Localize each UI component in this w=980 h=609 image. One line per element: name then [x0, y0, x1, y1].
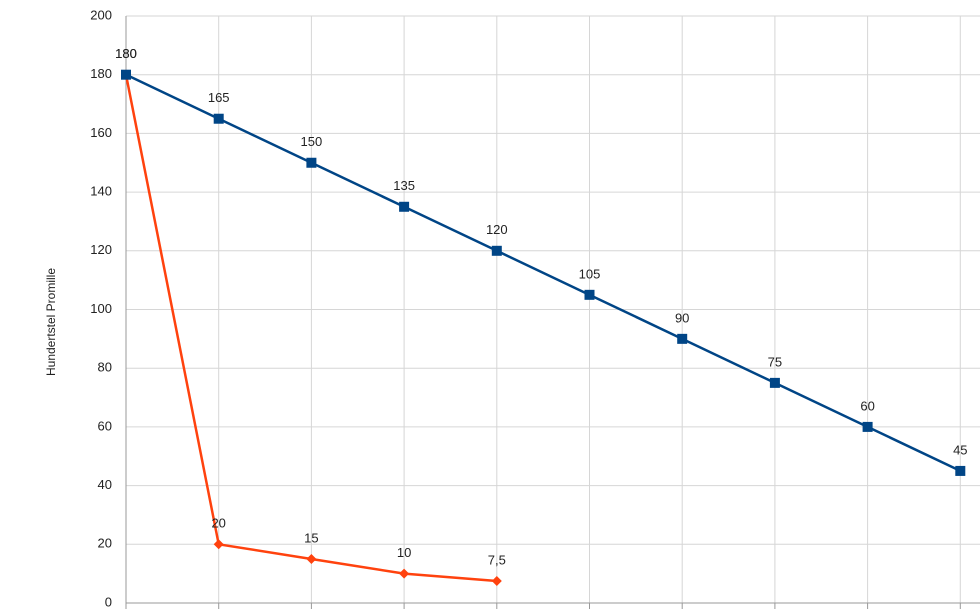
y-tick-label: 140	[90, 184, 112, 199]
y-tick-label: 40	[98, 477, 112, 492]
marker	[955, 465, 966, 476]
y-tick-label: 0	[105, 594, 112, 609]
marker	[491, 575, 502, 586]
marker	[213, 113, 224, 124]
y-tick-label: 160	[90, 125, 112, 140]
marker	[213, 539, 224, 550]
marker	[399, 568, 410, 579]
data-label: 120	[486, 222, 508, 237]
series-line	[125, 73, 961, 473]
data-label: 45	[953, 442, 967, 457]
data-label: 75	[768, 354, 782, 369]
data-label: 165	[208, 90, 230, 105]
data-label: 10	[397, 545, 411, 560]
data-label: 20	[211, 516, 225, 531]
data-label: 15	[304, 530, 318, 545]
y-tick-label: 80	[98, 360, 112, 375]
y-tick-label: 100	[90, 301, 112, 316]
marker	[399, 201, 410, 212]
y-tick-label: 20	[98, 536, 112, 551]
data-label: 150	[301, 134, 323, 149]
data-label: 180	[115, 46, 137, 61]
marker	[306, 157, 317, 168]
data-label: 105	[579, 266, 601, 281]
marker	[862, 421, 873, 432]
data-label: 7,5	[488, 552, 506, 567]
data-label: 180	[115, 46, 137, 61]
marker	[584, 289, 595, 300]
y-tick-label: 120	[90, 242, 112, 257]
data-label: 135	[393, 178, 415, 193]
data-label: 90	[675, 310, 689, 325]
marker	[306, 553, 317, 564]
marker	[769, 377, 780, 388]
data-label: 60	[860, 398, 874, 413]
y-tick-label: 60	[98, 418, 112, 433]
marker	[121, 69, 131, 80]
y-axis-label: Hundertstel Promille	[44, 268, 58, 376]
y-tick-label: 200	[90, 7, 112, 22]
marker	[491, 245, 502, 256]
y-tick-label: 180	[90, 66, 112, 81]
marker	[677, 333, 688, 344]
